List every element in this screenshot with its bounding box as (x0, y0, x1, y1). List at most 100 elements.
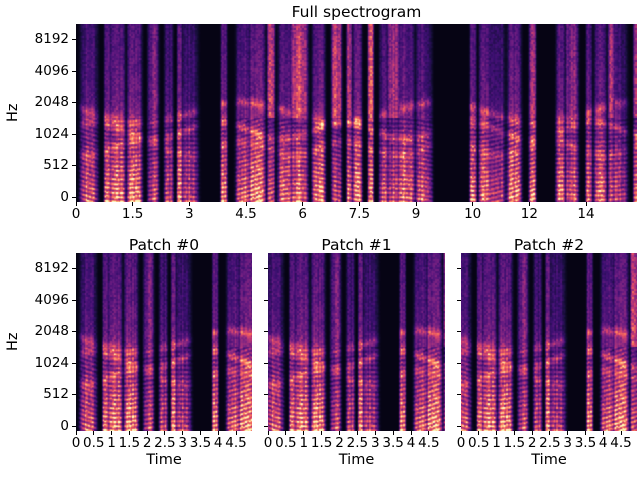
patch-0-x-tick-mark (128, 431, 130, 435)
patch-0-x-tick-label: 1.5 (118, 435, 141, 451)
patch-2-xlabel: Time (531, 452, 567, 468)
patch-0-x-tick-mark (217, 431, 219, 435)
full-x-tick-label: 4.5 (235, 206, 257, 222)
patch-0-y-tick-label: 2048 (34, 323, 69, 340)
patch-0-y-tick-label: 4096 (34, 291, 69, 308)
patch-2-x-tick-mark (478, 431, 480, 435)
patch-0-y-tick-label: 1024 (34, 354, 69, 371)
patch-0-x-tick-label: 1 (107, 435, 116, 451)
patch-0-x-tick-mark (164, 431, 166, 435)
patch-1-x-tick-mark (410, 431, 412, 435)
patch-0-x-tick-mark (199, 431, 201, 435)
patch-2-y-tick-mark (457, 268, 461, 270)
full-x-tick-mark (415, 202, 417, 206)
full-y-tick-mark (72, 133, 76, 135)
full-x-tick-mark (472, 202, 474, 206)
patch-1-x-tick-mark (321, 431, 323, 435)
patch-2-y-tick-mark (457, 299, 461, 301)
patch-0-image (76, 253, 252, 431)
patch-0-x-tick-label: 2 (142, 435, 152, 451)
patch-2-x-tick-label: 1 (492, 435, 501, 451)
patch-1-x-tick-mark (392, 431, 394, 435)
patch-1-x-tick-mark (428, 431, 430, 435)
patch-1-x-tick-label: 3.5 (382, 435, 404, 451)
patch-1-x-tick-label: 1 (299, 435, 309, 451)
patch-2-x-tick-mark (496, 431, 498, 435)
patch-0-x-tick-mark (93, 431, 95, 435)
patch-0-y-tick-mark (72, 268, 76, 270)
patch-0-y-tick-mark (72, 299, 76, 301)
patch-1-image (268, 253, 445, 431)
patch-0-y-tick-label: 8192 (34, 260, 69, 277)
patch-1-x-tick-label: 1.5 (310, 435, 333, 451)
patch-1-y-tick-mark (264, 331, 268, 333)
patch-0-x-tick-label: 0.5 (83, 435, 105, 451)
full-x-tick-mark (585, 202, 587, 206)
patch-0-x-tick-label: 4 (213, 435, 223, 451)
patch-0-x-tick-mark (182, 431, 184, 435)
patch-0-title: Patch #0 (128, 236, 200, 254)
patch-2-x-tick-label: 0.5 (468, 435, 490, 451)
patch-1-y-tick-mark (264, 362, 268, 364)
patch-2-x-tick-mark (567, 431, 569, 435)
patch-2-y-tick-mark (457, 425, 461, 427)
patch-0-plot (76, 253, 252, 431)
patch-1-y-tick-mark (264, 394, 268, 396)
patch-1-xlabel: Time (338, 452, 375, 468)
patch-2-x-tick-mark (531, 431, 533, 435)
patch-2-y-tick-mark (457, 394, 461, 396)
patch-1-x-tick-label: 4.5 (418, 435, 440, 451)
patch-0-xlabel: Time (146, 452, 182, 468)
patch-1-plot (268, 253, 445, 431)
patch-0-y-tick-mark (72, 331, 76, 333)
patch-2-title: Patch #2 (513, 236, 585, 254)
patch-2-x-tick-label: 3 (563, 435, 572, 451)
patch-2-x-tick-mark (602, 431, 604, 435)
patch-2-x-tick-label: 0 (456, 435, 466, 451)
patch-2-x-tick-label: 1.5 (503, 435, 526, 451)
full-x-tick-mark (245, 202, 247, 206)
patch-1-title: Patch #1 (321, 236, 392, 254)
patch-1-x-tick-label: 4 (406, 435, 416, 451)
patch-0-x-tick-label: 0 (71, 435, 81, 451)
full-y-tick-mark (72, 165, 76, 167)
patch-2-x-tick-label: 3.5 (574, 435, 597, 451)
patch-1-x-tick-mark (285, 431, 287, 435)
patch-2-x-tick-mark (460, 431, 462, 435)
full-x-tick-mark (132, 202, 134, 206)
patch-1-x-tick-label: 3 (370, 435, 380, 451)
full-spectrogram-title: Full spectrogram (291, 3, 422, 21)
full-x-tick-mark (75, 202, 77, 206)
full-y-tick-label: 4096 (34, 62, 69, 79)
full-y-tick-label: 0 (60, 188, 69, 205)
patch-2-y-tick-mark (457, 362, 461, 364)
full-x-tick-label: 14 (577, 206, 595, 222)
patch-2-x-tick-mark (584, 431, 586, 435)
patch-2-x-tick-label: 2.5 (539, 435, 561, 451)
full-x-tick-label: 0 (71, 206, 81, 222)
patch-2-y-tick-mark (457, 331, 461, 333)
patch-1-x-tick-mark (374, 431, 376, 435)
full-ylabel: Hz (5, 103, 21, 123)
patch-1-y-tick-mark (264, 299, 268, 301)
full-x-tick-mark (302, 202, 304, 206)
patch-1-x-tick-mark (356, 431, 358, 435)
patch-0-x-tick-label: 3.5 (189, 435, 212, 451)
patch-0-ylabel: Hz (5, 332, 21, 352)
patch-1-x-tick-label: 2.5 (346, 435, 369, 451)
patch-2-x-tick-mark (620, 431, 622, 435)
full-x-tick-label: 9 (411, 206, 421, 222)
patch-1-x-tick-mark (339, 431, 340, 435)
patch-2-image (461, 253, 637, 431)
full-x-tick-mark (188, 202, 190, 206)
patch-1-x-tick-mark (303, 431, 305, 435)
patch-0-y-tick-mark (72, 425, 76, 427)
full-x-tick-label: 12 (520, 206, 538, 222)
patch-1-x-tick-label: 0.5 (275, 435, 297, 451)
patch-0-y-tick-mark (72, 394, 76, 396)
patch-1-x-tick-mark (267, 431, 269, 435)
full-y-tick-label: 512 (43, 157, 69, 174)
full-x-tick-label: 6 (298, 206, 307, 222)
patch-0-x-tick-mark (75, 431, 77, 435)
patch-0-x-tick-label: 4.5 (225, 435, 247, 451)
